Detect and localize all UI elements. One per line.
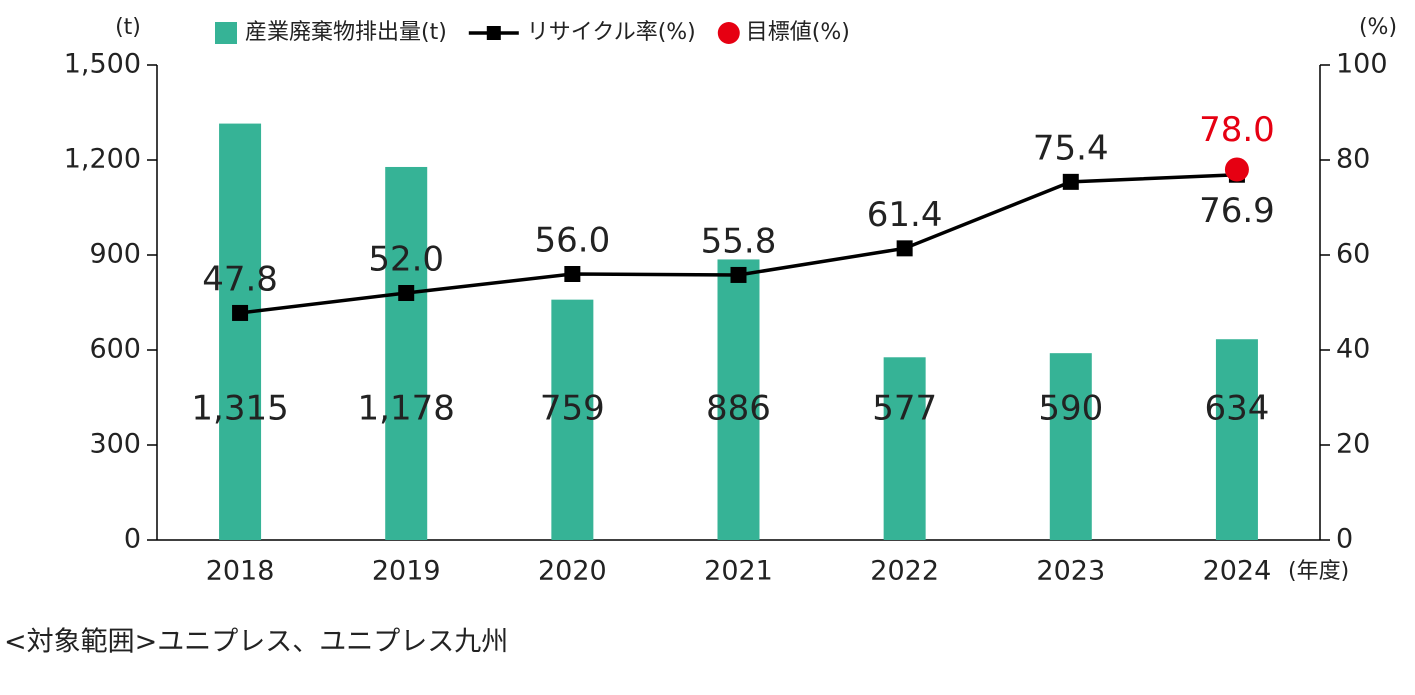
legend-label: リサイクル率(%) [527, 20, 696, 45]
bar [551, 299, 594, 540]
legend-label: 産業廃棄物排出量(t) [245, 20, 447, 45]
line-value-label: 56.0 [535, 221, 611, 261]
bar-value-label: 1,315 [191, 389, 288, 429]
y2-tick-label: 60 [1336, 239, 1370, 270]
bar [219, 123, 262, 540]
y2-axis-label: (%) [1359, 15, 1397, 40]
y-tick-label: 1,200 [64, 144, 141, 175]
line-value-label: 76.9 [1199, 191, 1275, 231]
bar-value-label: 634 [1204, 389, 1269, 429]
x-tick-label: 2024 [1203, 556, 1272, 587]
legend-label: 目標値(%) [746, 20, 850, 45]
x-tick-label: 2022 [870, 556, 939, 587]
line-marker [564, 266, 581, 282]
x-axis-label: (年度) [1288, 559, 1349, 584]
target-value-label: 78.0 [1199, 110, 1275, 150]
y-tick-label: 600 [89, 334, 141, 365]
y-axis-label: (t) [115, 15, 141, 40]
line-value-label: 61.4 [867, 195, 943, 235]
y2-tick-label: 40 [1336, 334, 1370, 365]
bar-value-label: 590 [1038, 389, 1103, 429]
y-tick-label: 900 [89, 239, 141, 270]
line-marker [232, 304, 249, 321]
y2-tick-label: 100 [1336, 49, 1388, 80]
x-tick-label: 2023 [1036, 556, 1105, 587]
bar-value-label: 759 [540, 389, 605, 429]
bar-value-label: 577 [872, 389, 937, 429]
y2-tick-label: 20 [1336, 429, 1370, 460]
bar [883, 357, 926, 540]
line-value-label: 47.8 [202, 259, 278, 299]
bar-value-label: 1,178 [358, 389, 455, 429]
bar-value-label: 886 [706, 389, 771, 429]
y2-tick-label: 0 [1336, 524, 1353, 555]
y2-tick-label: 80 [1336, 144, 1370, 175]
target-point [1224, 157, 1249, 182]
line-value-label: 55.8 [701, 221, 777, 261]
line-marker [896, 240, 913, 257]
legend-swatch [215, 22, 237, 44]
x-tick-label: 2021 [704, 556, 773, 587]
bar [385, 166, 428, 540]
y-tick-label: 0 [124, 524, 141, 555]
footnote: <対象範囲>ユニプレス、ユニプレス九州 [4, 627, 508, 658]
line-marker [730, 266, 747, 283]
y-tick-label: 1,500 [64, 49, 141, 80]
legend-swatch [717, 22, 740, 44]
bar [717, 259, 760, 540]
line-marker [398, 285, 415, 301]
line-marker [1062, 173, 1079, 190]
y-tick-label: 300 [89, 429, 141, 460]
x-tick-label: 2018 [206, 556, 275, 587]
line-value-label: 75.4 [1033, 128, 1109, 168]
line-value-label: 52.0 [368, 240, 444, 280]
bar [1049, 353, 1092, 540]
legend-swatch [486, 26, 501, 40]
x-tick-label: 2020 [538, 556, 607, 587]
x-tick-label: 2019 [372, 556, 441, 587]
bar [1215, 339, 1258, 540]
